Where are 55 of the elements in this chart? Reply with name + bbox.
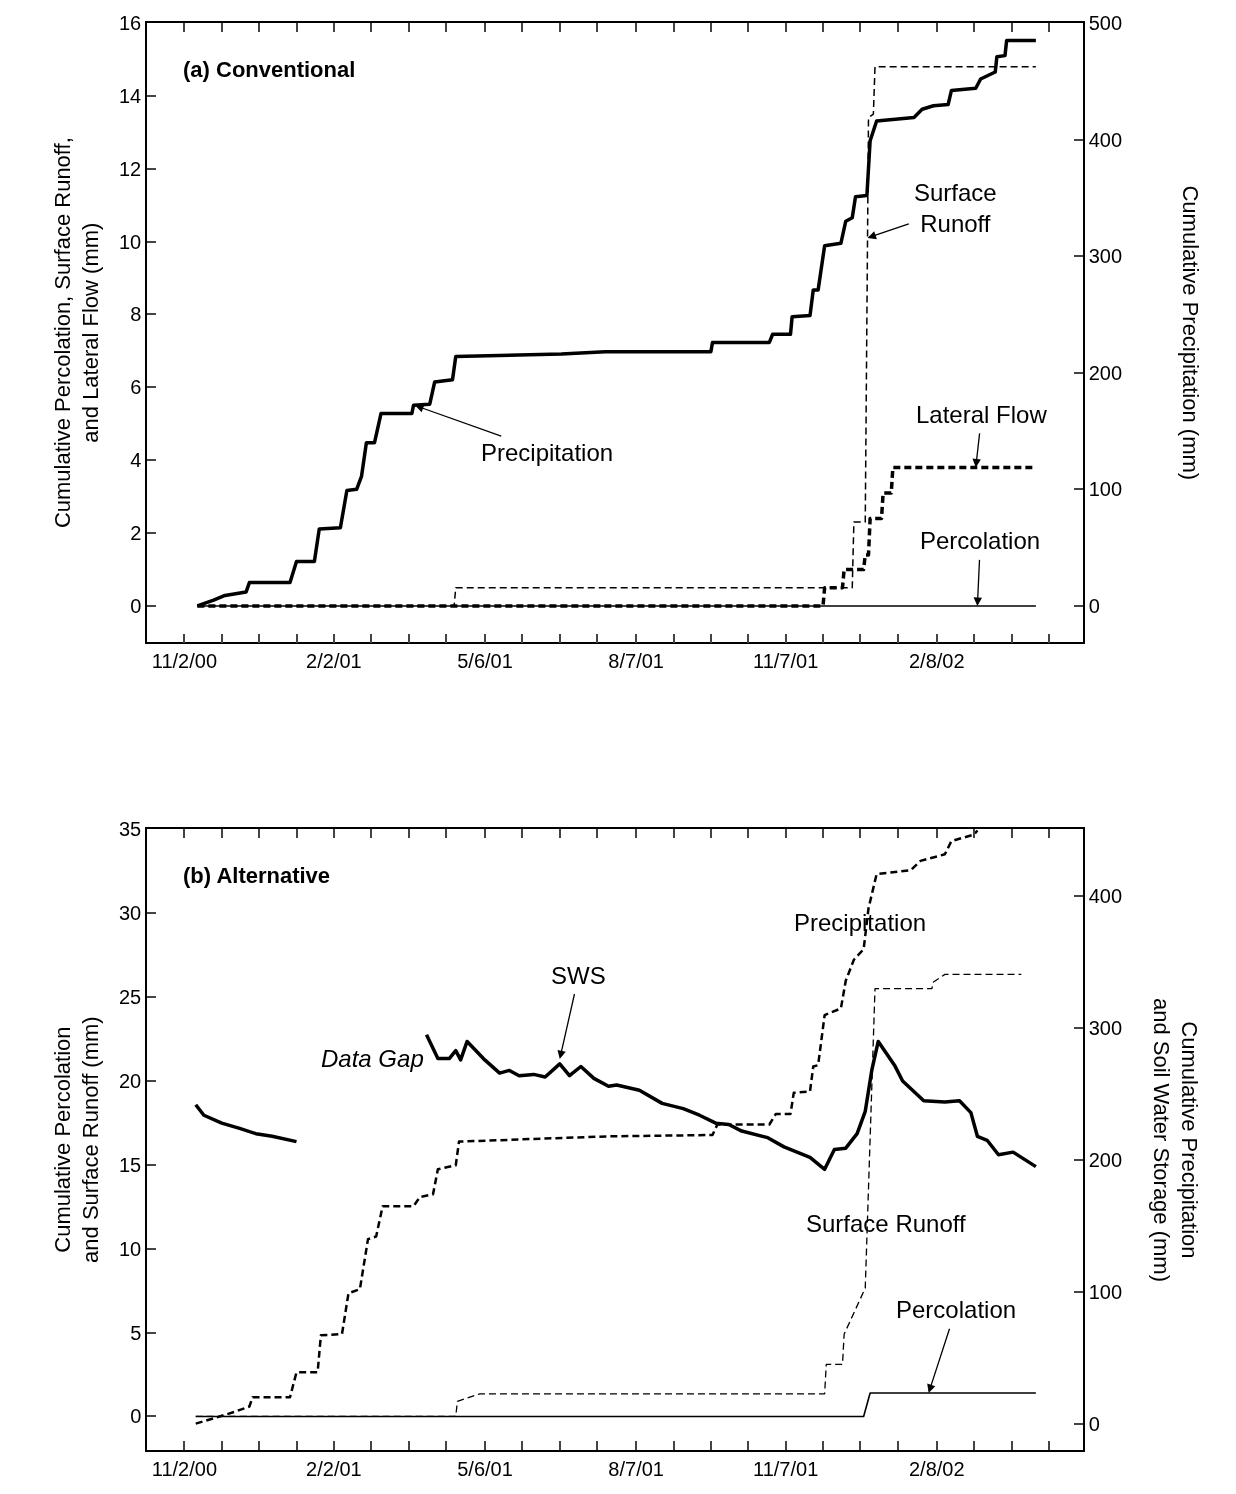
- x-tick-label: 2/2/01: [306, 650, 362, 673]
- annotation: Data Gap: [321, 1045, 424, 1072]
- y-tick-label: 5: [130, 1321, 142, 1344]
- y-tick-label: 25: [119, 986, 142, 1009]
- x-tick-label: 8/7/01: [608, 650, 664, 673]
- y2-axis-title: Cumulative Precipitation and Soil Water Storage (mm): [1148, 997, 1203, 1283]
- x-tick-label: 2/2/01: [306, 1457, 362, 1480]
- y-tick-label: 6: [130, 376, 142, 399]
- x-tick-label: 11/7/01: [753, 1457, 819, 1480]
- y-tick-label: 10: [119, 230, 142, 253]
- y-tick-label: 2: [130, 522, 142, 545]
- y2-tick-label: 300: [1088, 1017, 1123, 1040]
- y2-tick-label: 0: [1088, 594, 1100, 617]
- y2-tick-label: 400: [1088, 128, 1123, 151]
- x-tick-label: 11/2/00: [151, 650, 218, 673]
- y-tick-label: 20: [119, 1069, 142, 1092]
- y2-tick-label: 0: [1088, 1412, 1100, 1435]
- text: (a) Conventional: [183, 57, 356, 82]
- annotation: Percolation: [896, 1296, 1017, 1323]
- y2-tick-label: 200: [1088, 1149, 1123, 1172]
- x-tick-label: 5/6/01: [457, 1457, 513, 1480]
- annotation: Lateral Flow: [916, 401, 1048, 428]
- text: (b) Alternative: [183, 863, 331, 888]
- y2-tick-label: 400: [1088, 885, 1123, 908]
- y2-tick-label: 100: [1088, 478, 1123, 501]
- annotation: Precipitation: [481, 439, 614, 466]
- y2-tick-label: 500: [1088, 12, 1123, 34]
- x-tick-label: 5/6/01: [457, 650, 513, 673]
- x-tick-label: 11/2/00: [151, 1457, 218, 1480]
- y2-tick-label: 300: [1088, 245, 1123, 268]
- y-tick-label: 12: [119, 157, 142, 180]
- y-tick-label: 0: [130, 1405, 142, 1428]
- x-tick-label: 2/8/02: [908, 650, 965, 673]
- y-tick-label: 0: [130, 594, 142, 617]
- y-tick-label: 30: [119, 902, 142, 925]
- y-axis-title: Cumulative Percolation, Surface Runoff, and Lateral Flow (mm): [49, 137, 104, 529]
- annotation: SWS: [551, 962, 606, 989]
- y-tick-label: 4: [130, 449, 142, 472]
- y-axis-title: Cumulative Percolation and Surface Runoff (mm): [49, 1016, 104, 1263]
- y-tick-label: 15: [119, 1153, 142, 1176]
- y-tick-label: 16: [119, 12, 142, 34]
- y2-tick-label: 200: [1088, 361, 1123, 384]
- x-tick-label: 11/7/01: [753, 650, 819, 673]
- annotation: Surface Runoff: [806, 1210, 966, 1237]
- y2-axis-title: Cumulative Precipitation (mm): [1177, 185, 1203, 481]
- annotation: Precipitation: [794, 909, 927, 936]
- annotation: Surface Runoff: [914, 179, 997, 238]
- annotation: Percolation: [920, 527, 1041, 554]
- y-tick-label: 14: [119, 84, 142, 107]
- y-tick-label: 35: [119, 818, 142, 841]
- y2-tick-label: 100: [1088, 1280, 1123, 1303]
- y-tick-label: 8: [130, 303, 142, 326]
- x-tick-label: 8/7/01: [608, 1457, 664, 1480]
- x-tick-label: 2/8/02: [908, 1457, 965, 1480]
- y-tick-label: 10: [119, 1237, 142, 1260]
